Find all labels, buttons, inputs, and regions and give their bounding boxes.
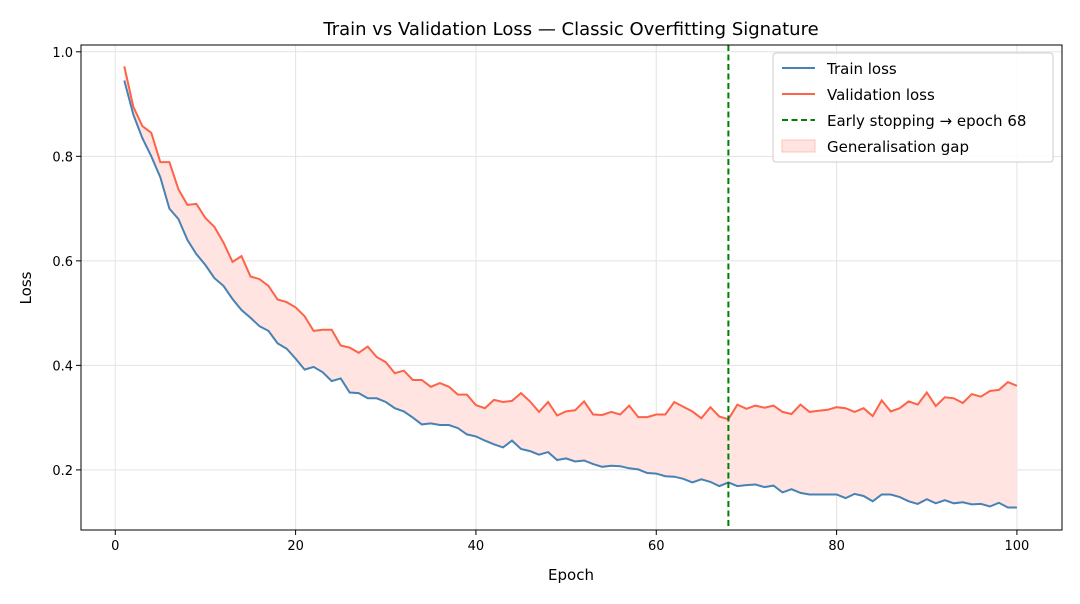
x-tick-label: 60 [648,539,665,554]
y-axis-label: Loss [17,271,35,304]
legend-box [772,52,1054,163]
generalisation-gap-area [124,66,1017,508]
x-tick-label: 0 [111,539,119,554]
x-tick-label: 20 [287,539,304,554]
legend: Train loss Validation loss Early stoppin… [772,52,1054,163]
legend-gap-label: Generalisation gap [827,138,969,156]
legend-gap-swatch [781,139,816,153]
y-tick-label: 1.0 [52,46,73,61]
axis-ticks: 0 20 40 60 80 100 0.2 0.4 0.6 0.8 1.0 [52,46,1029,554]
y-tick-label: 0.4 [52,359,73,374]
y-tick-label: 0.8 [52,150,73,165]
legend-train-label: Train loss [826,60,897,78]
x-axis-label: Epoch [548,566,594,584]
y-tick-label: 0.6 [52,255,73,270]
validation-loss-line [123,66,1018,421]
plot-frame [80,44,1063,531]
y-tick-label: 0.2 [52,464,73,479]
train-loss-line [123,80,1017,509]
legend-validation-label: Validation loss [827,86,935,104]
legend-early-stopping-label: Early stopping → epoch 68 [827,112,1026,130]
chart-title: Train vs Validation Loss — Classic Overf… [322,19,818,40]
x-tick-label: 100 [1005,539,1030,554]
x-tick-label: 80 [828,539,845,554]
x-tick-label: 40 [468,539,485,554]
